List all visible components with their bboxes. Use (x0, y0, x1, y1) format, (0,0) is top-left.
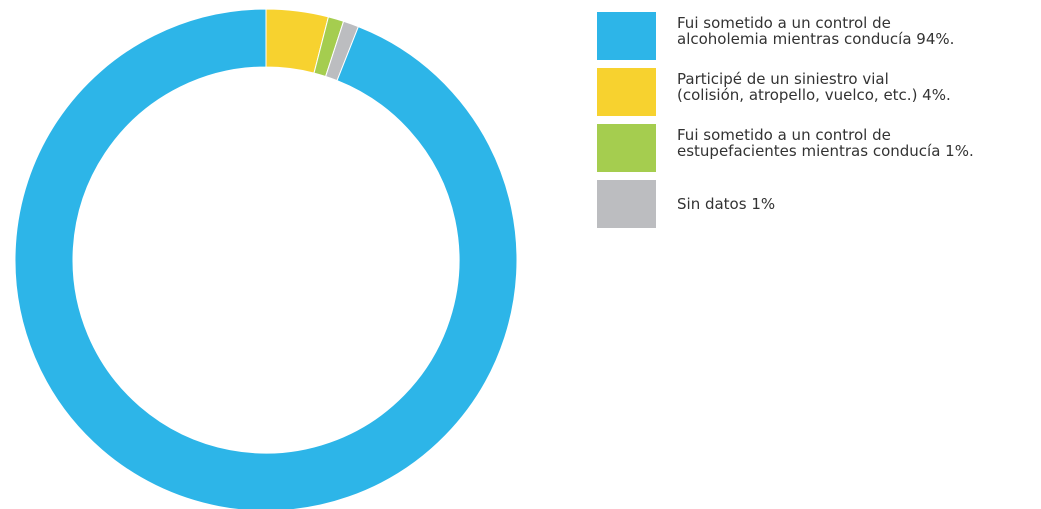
legend-label-siniestro: Participé de un siniestro vial (colisión… (677, 70, 951, 104)
legend-item-siniestro: Participé de un siniestro vial (colisión… (597, 68, 1037, 116)
legend-item-sin-datos: Sin datos 1% (597, 180, 1037, 228)
legend-swatch-siniestro (597, 68, 656, 116)
legend-swatch-alcoholemia (597, 12, 656, 60)
legend-item-estupefacientes: Fui sometido a un control de estupefacie… (597, 124, 1037, 172)
legend-swatch-estupefacientes (597, 124, 656, 172)
chart-legend: Fui sometido a un control de alcoholemia… (597, 12, 1037, 236)
legend-label-sin-datos: Sin datos 1% (677, 195, 776, 213)
legend-label-estupefacientes: Fui sometido a un control de estupefacie… (677, 126, 974, 160)
donut-slice-alcoholemia (14, 8, 518, 509)
legend-swatch-sin-datos (597, 180, 656, 228)
legend-item-alcoholemia: Fui sometido a un control de alcoholemia… (597, 12, 1037, 60)
legend-label-alcoholemia: Fui sometido a un control de alcoholemia… (677, 14, 955, 48)
donut-chart (14, 8, 518, 509)
